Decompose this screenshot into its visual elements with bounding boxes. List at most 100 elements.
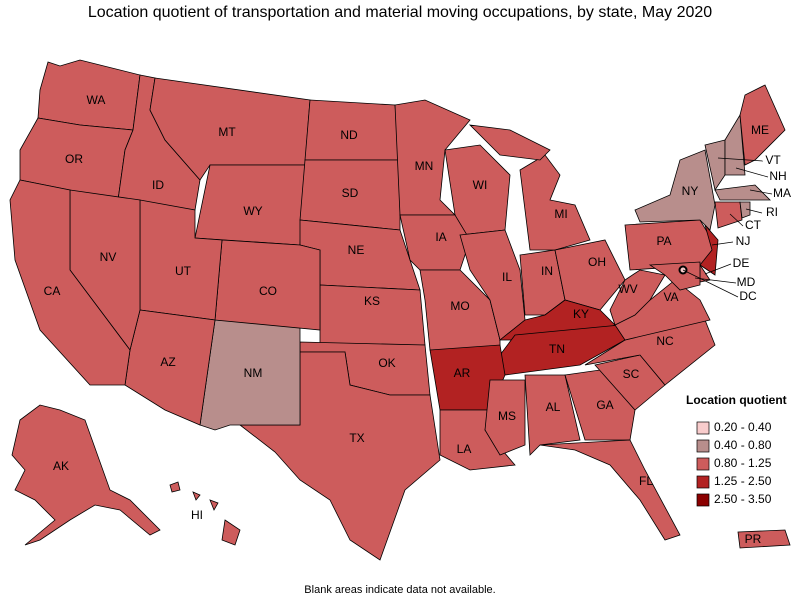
state-shape: [11, 404, 161, 546]
state-label: ME: [751, 123, 769, 137]
state-label: TX: [349, 431, 364, 445]
state-label: MT: [218, 125, 236, 139]
leader-line: [729, 213, 744, 227]
state-label: SC: [623, 367, 640, 381]
state-label: NM: [244, 366, 263, 380]
legend-label: 0.20 - 0.40: [714, 420, 772, 434]
state-label: AL: [546, 400, 561, 414]
state-label: OK: [378, 356, 395, 370]
state-label: WI: [473, 178, 488, 192]
state-label: OR: [65, 152, 83, 166]
state-shape: [739, 201, 751, 219]
state-label: PR: [745, 532, 762, 546]
state-label: WY: [243, 204, 262, 218]
states: [9, 59, 791, 561]
state-labels: WA OR ID MT WY ND SD NE KS OK TX NM CO UT AZ NV CA MN WI IA…: [44, 93, 791, 546]
leader-line: [735, 167, 769, 178]
state-shape: [192, 491, 201, 501]
state-label: NJ: [736, 234, 751, 248]
state-label: IA: [435, 230, 446, 244]
note: Blank areas indicate data not available.: [304, 584, 495, 596]
state-shape: [221, 519, 241, 546]
state-shape: [737, 529, 791, 549]
leader-line: [711, 241, 734, 246]
state-shape: [648, 261, 701, 291]
state-shape: [634, 149, 716, 231]
state-label: AR: [454, 366, 471, 380]
legend-swatch: [696, 493, 710, 507]
state-label: PA: [656, 234, 671, 248]
state-label: KY: [573, 307, 589, 321]
state-label: SD: [342, 186, 359, 200]
legend-swatch: [696, 475, 710, 489]
state-shape: [714, 201, 743, 229]
state-label: HI: [191, 508, 203, 522]
state-label: VA: [663, 290, 678, 304]
state-label: AZ: [160, 355, 175, 369]
leader-line: [682, 269, 739, 298]
state-label: UT: [175, 264, 192, 278]
state-label: GA: [596, 398, 613, 412]
state-label: MI: [554, 207, 567, 221]
state-label: CT: [745, 218, 762, 232]
legend: Location quotient 0.20 - 0.40 0.40 - 0.80…: [686, 393, 787, 507]
state-shape: [484, 379, 526, 456]
leader-line: [717, 157, 764, 162]
state-label: AK: [53, 459, 69, 473]
state-label: RI: [766, 205, 778, 219]
state-label: WV: [618, 282, 637, 296]
legend-label: 0.80 - 1.25: [714, 456, 772, 470]
state-label: MS: [498, 409, 516, 423]
state-shape: [238, 351, 441, 561]
state-shape: [724, 113, 746, 176]
state-shape: [519, 154, 591, 251]
state-label: KS: [364, 294, 380, 308]
state-label: NH: [769, 169, 786, 183]
state-label: NY: [682, 184, 699, 198]
state-shape: [699, 224, 719, 276]
state-shape: [564, 369, 636, 441]
state-label: NC: [656, 334, 674, 348]
state-shape: [554, 239, 626, 311]
state-label: TN: [549, 342, 565, 356]
state-shape: [9, 179, 131, 386]
state-label: LA: [457, 442, 472, 456]
state-label: MN: [415, 159, 434, 173]
state-label: MD: [737, 275, 756, 289]
leader-line: [745, 208, 763, 214]
state-label: NV: [100, 250, 117, 264]
legend-swatch: [696, 439, 710, 453]
state-shape: [609, 269, 666, 326]
state-label: DE: [733, 256, 750, 270]
leader-line: [749, 189, 773, 195]
state-shape: [739, 84, 786, 166]
leader-line: [704, 263, 732, 275]
state-label: WA: [87, 93, 106, 107]
state-shape: [169, 481, 181, 493]
state-shape: [539, 439, 681, 541]
legend-label: 0.40 - 0.80: [714, 438, 772, 452]
legend-swatch: [696, 421, 710, 435]
state-label: FL: [639, 474, 653, 488]
state-label: IL: [502, 270, 512, 284]
state-label: ID: [152, 178, 164, 192]
leader-line: [694, 277, 737, 284]
state-label: IN: [541, 264, 553, 278]
map-title: Location quotient of transportation and …: [88, 4, 712, 21]
legend-label: 2.50 - 3.50: [714, 492, 772, 506]
state-shape: [468, 124, 551, 161]
state-label: DC: [739, 289, 757, 303]
state-label: CA: [44, 284, 61, 298]
state-label: OH: [588, 255, 606, 269]
legend-label: 1.25 - 2.50: [714, 474, 772, 488]
state-label: CO: [259, 284, 277, 298]
state-label: VT: [765, 153, 781, 167]
state-label: ND: [340, 128, 358, 142]
state-shape: [714, 184, 771, 201]
state-shape: [524, 374, 581, 456]
state-label: MO: [450, 299, 469, 313]
state-shape: [209, 499, 219, 511]
state-label: MA: [773, 186, 791, 200]
